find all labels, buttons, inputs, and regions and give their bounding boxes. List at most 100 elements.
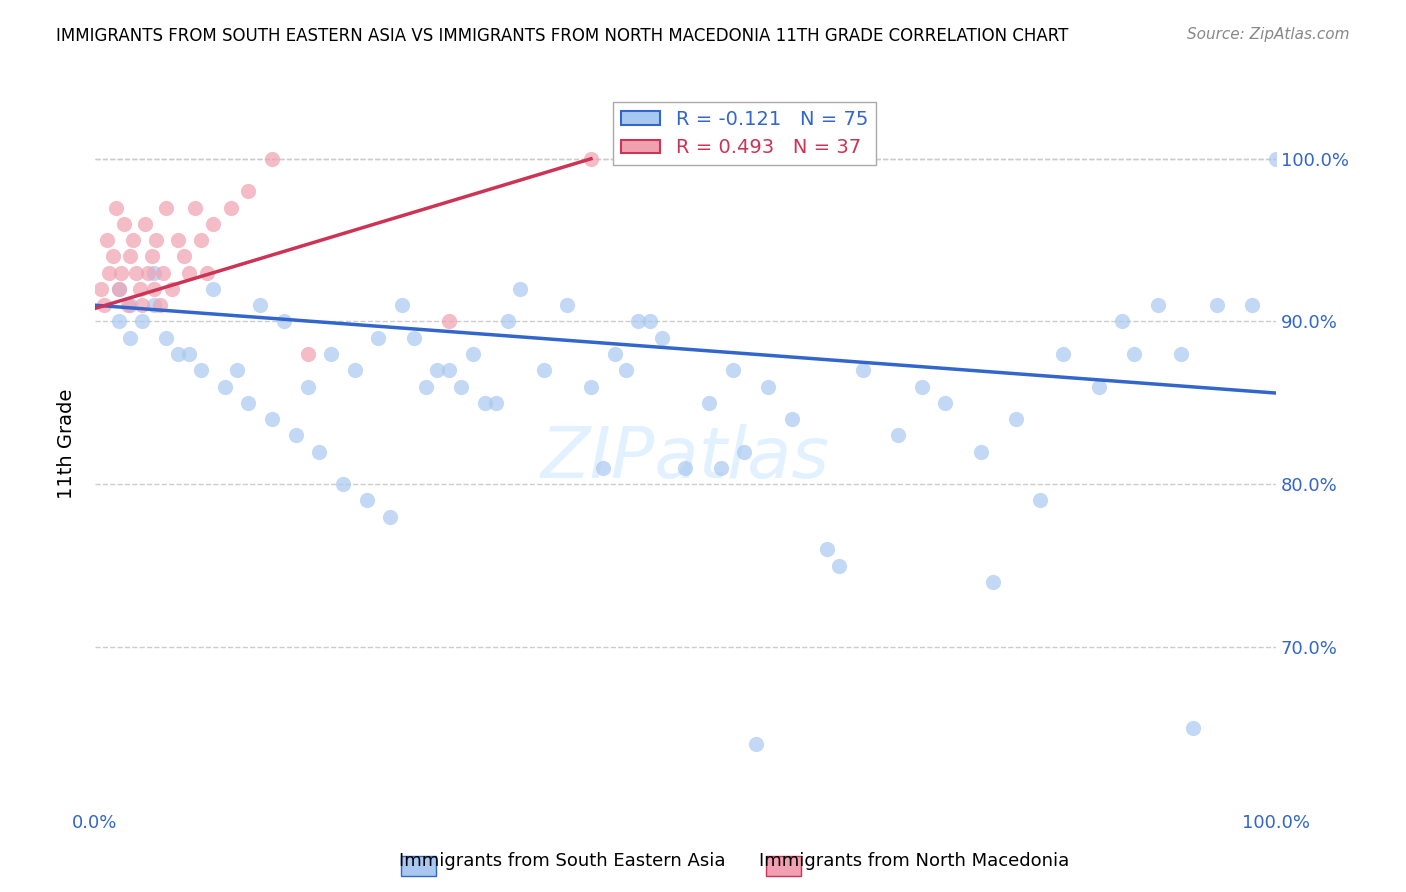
Point	[367, 331, 389, 345]
Point	[131, 298, 153, 312]
Point	[141, 249, 163, 263]
Point	[603, 347, 626, 361]
Point	[145, 233, 167, 247]
Point	[1147, 298, 1170, 312]
Point	[136, 266, 159, 280]
Point	[173, 249, 195, 263]
Point	[131, 314, 153, 328]
Point	[734, 444, 756, 458]
Point	[262, 152, 284, 166]
Point	[90, 282, 112, 296]
Point	[1029, 493, 1052, 508]
Point	[107, 282, 129, 296]
Point	[297, 347, 319, 361]
Point	[415, 379, 437, 393]
Point	[120, 331, 142, 345]
Point	[1088, 379, 1111, 393]
Point	[117, 298, 139, 312]
Point	[1170, 347, 1192, 361]
Point	[509, 282, 531, 296]
Point	[195, 266, 218, 280]
Text: Source: ZipAtlas.com: Source: ZipAtlas.com	[1187, 27, 1350, 42]
Point	[262, 412, 284, 426]
Point	[1123, 347, 1146, 361]
Point	[155, 201, 177, 215]
Point	[155, 331, 177, 345]
Point	[970, 444, 993, 458]
Point	[474, 396, 496, 410]
Point	[308, 444, 330, 458]
Point	[828, 558, 851, 573]
Point	[134, 217, 156, 231]
Point	[579, 379, 602, 393]
Text: Immigrants from North Macedonia: Immigrants from North Macedonia	[759, 852, 1069, 870]
Point	[179, 347, 201, 361]
Point	[219, 201, 242, 215]
Point	[1206, 298, 1229, 312]
Text: Immigrants from South Eastern Asia: Immigrants from South Eastern Asia	[399, 852, 725, 870]
Point	[152, 266, 174, 280]
Point	[533, 363, 555, 377]
Point	[143, 282, 166, 296]
Point	[485, 396, 508, 410]
Point	[121, 233, 143, 247]
Point	[780, 412, 803, 426]
Point	[166, 233, 188, 247]
Point	[190, 233, 212, 247]
Point	[190, 363, 212, 377]
Point	[356, 493, 378, 508]
Point	[143, 298, 166, 312]
Point	[627, 314, 650, 328]
Point	[184, 201, 207, 215]
Point	[273, 314, 295, 328]
Point	[160, 282, 183, 296]
Point	[93, 298, 115, 312]
Point	[592, 461, 614, 475]
Point	[450, 379, 472, 393]
Point	[710, 461, 733, 475]
Point	[96, 233, 118, 247]
Point	[1265, 152, 1288, 166]
Point	[179, 266, 201, 280]
Point	[166, 347, 188, 361]
Y-axis label: 11th Grade: 11th Grade	[58, 388, 76, 499]
Point	[1005, 412, 1028, 426]
Point	[557, 298, 579, 312]
Point	[98, 266, 121, 280]
Point	[238, 396, 260, 410]
Point	[101, 249, 124, 263]
Point	[697, 396, 720, 410]
Point	[461, 347, 484, 361]
Point	[402, 331, 425, 345]
Point	[439, 363, 461, 377]
Point	[651, 331, 673, 345]
Point	[128, 282, 150, 296]
Point	[638, 314, 661, 328]
Point	[1052, 347, 1074, 361]
Point	[202, 282, 225, 296]
Point	[981, 574, 1004, 589]
Point	[934, 396, 956, 410]
Point	[579, 152, 602, 166]
Point	[756, 379, 779, 393]
Legend: R = -0.121   N = 75, R = 0.493   N = 37: R = -0.121 N = 75, R = 0.493 N = 37	[613, 102, 876, 165]
Point	[105, 201, 128, 215]
Point	[675, 461, 697, 475]
Point	[214, 379, 236, 393]
Point	[1182, 721, 1205, 735]
Point	[238, 184, 260, 198]
Point	[815, 542, 838, 557]
Point	[225, 363, 247, 377]
Text: ZIPatlas: ZIPatlas	[541, 424, 830, 492]
Point	[745, 738, 768, 752]
Point	[110, 266, 132, 280]
Point	[284, 428, 307, 442]
Point	[391, 298, 413, 312]
Point	[114, 217, 136, 231]
Point	[202, 217, 225, 231]
Point	[343, 363, 366, 377]
Point	[911, 379, 934, 393]
Point	[380, 509, 402, 524]
Point	[498, 314, 520, 328]
Point	[107, 314, 129, 328]
